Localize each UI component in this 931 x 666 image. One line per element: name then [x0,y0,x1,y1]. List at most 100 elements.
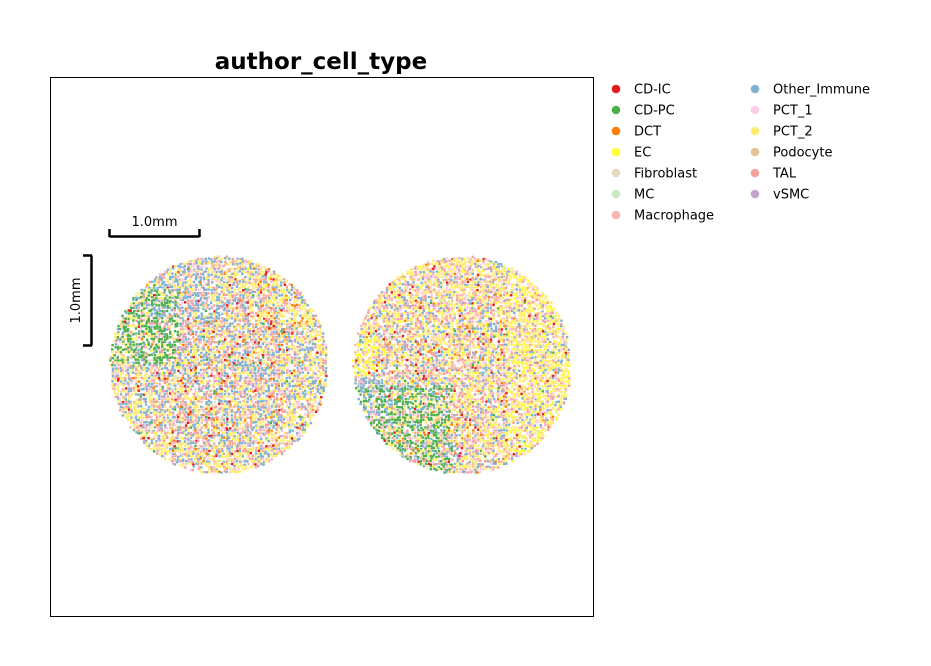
cell-point [192,408,195,412]
cell-point [228,257,231,260]
cell-point [228,432,232,435]
cell-point [187,260,190,263]
cell-point [263,433,266,437]
cell-point [163,371,166,375]
cell-point [294,372,297,375]
cell-point [210,294,213,297]
cell-point [129,340,133,343]
cell-point [130,416,133,419]
cell-point [166,377,169,380]
cell-point [270,416,273,419]
cell-point [291,304,294,307]
cell-point [205,267,208,270]
cell-point [269,398,272,401]
cell-point [233,320,237,323]
cell-point [140,299,144,302]
cell-point [231,361,235,364]
cell-point [305,302,309,305]
cell-point [265,325,268,329]
cell-point [233,387,236,390]
cell-point [241,265,244,268]
cell-point [155,366,158,369]
cell-point [224,431,227,435]
cell-point [220,330,224,333]
cell-point [181,270,185,273]
cell-point [283,408,286,412]
cell-point [207,285,210,288]
cell-point [262,410,266,413]
cell-point [281,384,284,388]
cell-point [191,384,194,388]
cell-point [111,377,114,381]
cell-point [233,327,237,330]
cell-point [113,392,117,395]
cell-point [119,390,123,393]
cell-point [195,376,198,380]
cell-point [202,447,206,451]
cell-point [127,379,130,383]
cell-point [301,327,305,331]
cell-point [153,278,157,281]
cell-point [145,433,148,437]
cell-point [186,429,190,432]
cell-point [254,267,257,270]
cell-point [225,309,229,312]
cell-point [275,355,279,359]
cell-point [301,371,304,374]
cell-point [199,372,203,375]
cell-point [130,371,133,374]
cell-point [252,421,255,424]
cell-point [306,346,309,349]
cell-point [135,346,138,349]
cell-point [276,393,279,396]
cell-point [122,402,125,406]
cell-point [484,258,487,261]
cell-point [192,377,196,380]
cell-point [202,284,205,287]
cell-point [164,450,167,453]
cell-point [267,384,270,387]
cell-point [287,333,291,336]
cell-point [165,367,168,370]
cell-point [301,397,305,401]
cell-point [265,439,268,442]
cell-point [288,442,291,445]
cell-point [114,359,117,362]
cell-point [170,283,174,286]
cell-point [150,302,154,305]
cell-point [127,390,131,393]
cell-point [265,384,268,388]
cell-point [251,377,254,381]
cell-point [196,449,200,452]
cell-point [268,297,271,300]
cell-point [260,462,263,466]
cell-point [164,426,167,429]
cell-point [312,358,315,362]
cell-point [272,405,276,408]
cell-point [282,333,286,336]
cell-point [244,358,247,361]
cell-point [129,426,132,429]
cell-point [298,382,302,385]
cell-point [184,297,188,300]
cell-point [304,314,307,317]
cell-point [238,343,241,346]
cell-point [260,273,263,276]
cell-point [289,434,292,438]
cell-point [280,389,283,393]
cell-point [233,288,236,291]
cell-point [220,416,224,419]
cell-point [178,297,182,300]
cell-point [192,374,195,378]
cell-point [280,366,283,370]
cell-point [140,323,143,326]
cell-point [132,298,135,302]
cell-point [158,314,162,318]
cell-point [260,455,263,458]
cell-point [215,468,218,471]
cell-point [184,379,188,383]
cell-point [283,296,286,300]
cell-point [217,343,221,346]
cell-point [291,415,294,419]
cell-point [223,281,226,284]
